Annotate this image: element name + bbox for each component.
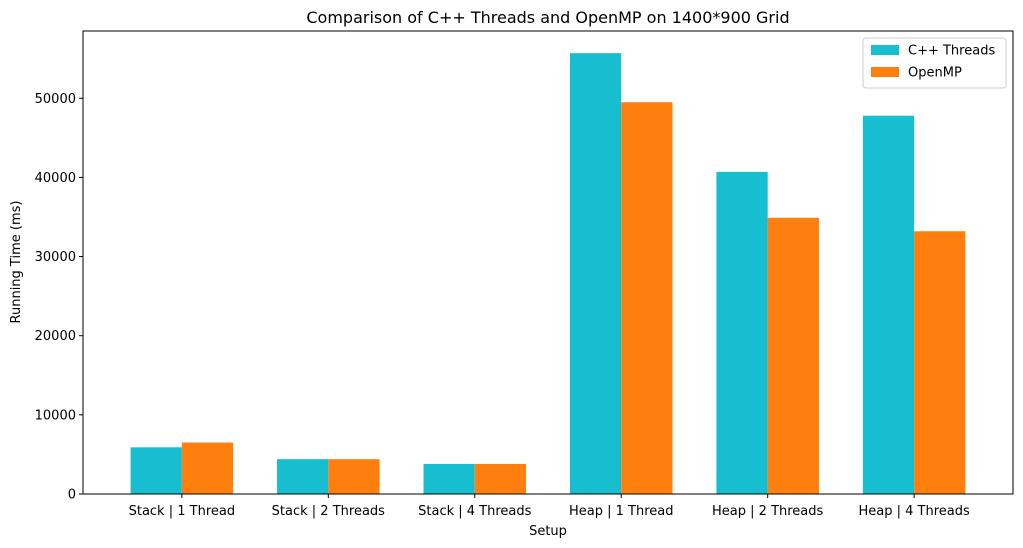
bar-cpp-threads-1 [277, 459, 329, 494]
x-tick-label: Heap | 4 Threads [859, 504, 970, 519]
x-axis-label: Setup [529, 524, 567, 539]
chart-title: Comparison of C++ Threads and OpenMP on … [306, 8, 789, 27]
bar-openmp-4 [767, 217, 819, 495]
y-axis-label: Running Time (ms) [9, 201, 24, 324]
legend-label-0: C++ Threads [908, 44, 995, 59]
bar-openmp-0 [181, 442, 234, 494]
plot-frame [82, 30, 1014, 495]
legend-swatch-1 [871, 67, 899, 77]
x-tick-label: Heap | 2 Threads [712, 504, 823, 519]
x-tick-label: Heap | 1 Thread [569, 504, 674, 519]
bar-cpp-threads-0 [130, 447, 182, 494]
bar-openmp-2 [474, 463, 527, 494]
bar-openmp-3 [621, 102, 673, 494]
bar-cpp-threads-5 [862, 115, 915, 494]
y-tick-label: 10000 [35, 408, 76, 423]
x-tick-label: Stack | 2 Threads [272, 504, 385, 519]
x-axis: Stack | 1 Thread Stack | 2 Threads Stack |… [129, 494, 970, 519]
bar-cpp-threads-3 [569, 53, 622, 495]
legend-label-1: OpenMP [908, 66, 962, 81]
y-tick-label: 0 [68, 488, 76, 503]
y-tick-label: 40000 [35, 171, 76, 186]
legend-swatch-0 [871, 45, 899, 55]
y-axis: 0 10000 20000 30000 40000 50000 [35, 92, 83, 503]
x-tick-label: Stack | 4 Threads [418, 504, 531, 519]
legend: C++ Threads OpenMP [862, 37, 1007, 89]
bar-openmp-5 [914, 231, 966, 494]
bar-cpp-threads-2 [423, 463, 475, 494]
bar-cpp-threads-4 [716, 171, 768, 494]
bar-openmp-1 [328, 459, 380, 494]
y-tick-label: 30000 [35, 250, 76, 265]
x-tick-label: Stack | 1 Thread [129, 504, 236, 519]
y-tick-label: 20000 [35, 329, 76, 344]
bars-group [130, 53, 966, 495]
y-tick-label: 50000 [35, 92, 76, 107]
